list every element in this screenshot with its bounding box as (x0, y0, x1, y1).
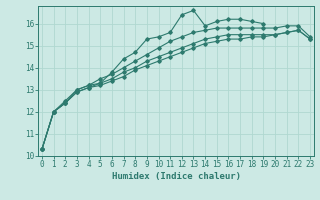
X-axis label: Humidex (Indice chaleur): Humidex (Indice chaleur) (111, 172, 241, 181)
